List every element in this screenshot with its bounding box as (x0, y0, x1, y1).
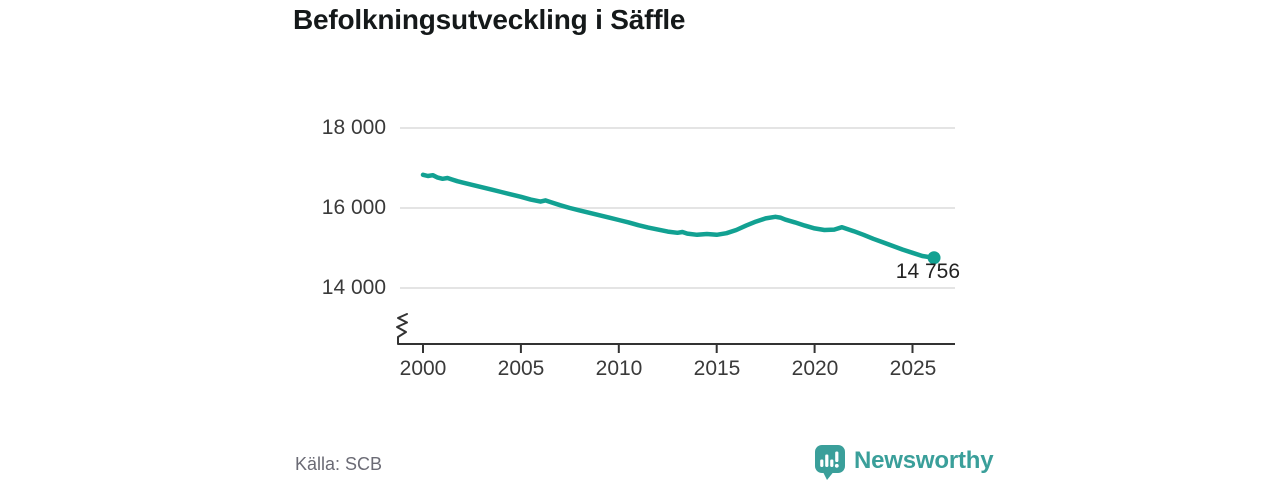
x-axis-tick-label: 2005 (497, 357, 545, 380)
last-value-label: 14 756 (895, 260, 960, 283)
y-axis-tick-label: 14 000 (321, 276, 386, 299)
x-axis-tick-label: 2015 (693, 357, 741, 380)
newsworthy-wordmark: Newsworthy (854, 447, 994, 474)
source-note: Källa: SCB (295, 454, 383, 474)
newsworthy-chart-bubble-icon (815, 445, 845, 480)
newsworthy-logo: Newsworthy (814, 444, 994, 480)
x-axis-tick-label: 2000 (399, 357, 447, 380)
y-axis-tick-label: 16 000 (321, 196, 386, 219)
x-axis-tick-label: 2020 (791, 357, 839, 380)
y-axis-tick-label: 18 000 (321, 116, 386, 139)
x-axis-tick-label: 2025 (889, 357, 937, 380)
page-title: Befolkningsutveckling i Säffle (293, 4, 686, 35)
x-axis-tick-label: 2010 (595, 357, 643, 380)
